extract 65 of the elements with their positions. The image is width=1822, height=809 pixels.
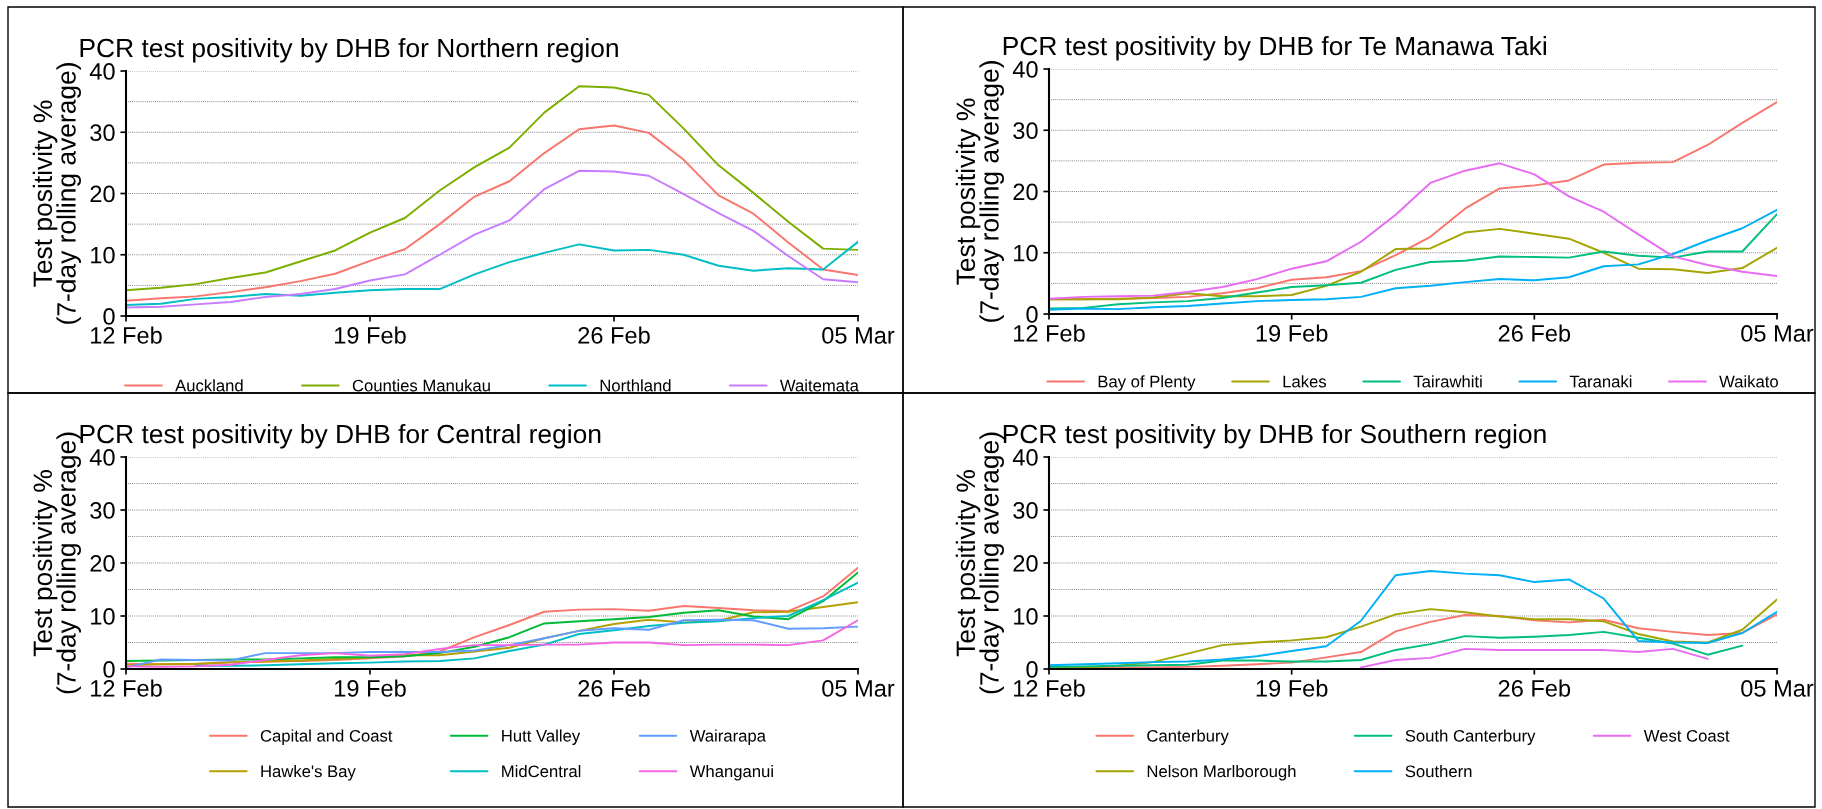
x-tick-label: 05 Mar — [1741, 325, 1814, 342]
y-tick-label: 10 — [91, 246, 115, 264]
x-tick-label: 12 Feb — [91, 326, 162, 344]
x-tick-label: 26 Feb — [578, 679, 650, 697]
y-tick-label: 10 — [1014, 608, 1038, 625]
legend-label: MidCentral — [502, 765, 581, 778]
legend-label: Auckland — [175, 379, 243, 392]
y-tick-label: 0 — [103, 661, 115, 678]
y-axis-title: Test positivity % (7-day rolling average) — [955, 61, 1004, 322]
y-tick-label: 0 — [1026, 661, 1038, 678]
line-series — [1360, 647, 1709, 669]
x-tick-label: 12 Feb — [91, 679, 162, 697]
legend-label: Whanganui — [689, 765, 773, 781]
y-tick-label: 10 — [91, 608, 115, 625]
x-tick-label: 19 Feb — [335, 679, 406, 697]
legend-label: Nelson Marlborough — [1147, 765, 1296, 781]
legend-label: Canterbury — [1147, 729, 1229, 745]
legend-label: Hawke's Bay — [261, 765, 356, 781]
y-axis-title: Test positivity % (7-day rolling average) — [32, 63, 81, 324]
y-tick-label: 40 — [89, 449, 115, 466]
legend-label: Lakes — [1283, 375, 1327, 388]
y-tick-label: 20 — [90, 555, 115, 572]
x-tick-label: 26 Feb — [578, 326, 650, 344]
y-tick-label: 40 — [1012, 61, 1038, 78]
y-tick-label: 30 — [90, 124, 115, 142]
legend-label: Hutt Valley — [502, 729, 581, 745]
x-tick-label: 26 Feb — [1498, 679, 1571, 697]
y-tick-label: 30 — [90, 502, 115, 519]
x-tick-label: 05 Mar — [822, 680, 895, 697]
legend-label: Tairawhiti — [1413, 375, 1482, 388]
y-axis-title: Test positivity % (7-day rolling average) — [955, 432, 1004, 694]
x-tick-label: 05 Mar — [822, 327, 895, 344]
x-tick-label: 26 Feb — [1498, 324, 1571, 342]
y-tick-label: 0 — [103, 308, 115, 325]
y-tick-label: 40 — [1012, 449, 1038, 466]
legend-label: South Canterbury — [1405, 729, 1536, 745]
y-tick-label: 10 — [1014, 244, 1038, 262]
legend-label: Waitemata — [779, 379, 859, 392]
y-tick-label: 20 — [90, 185, 115, 203]
y-tick-label: 30 — [1013, 122, 1038, 140]
legend-label: Counties Manukau — [352, 379, 490, 392]
x-tick-label: 19 Feb — [335, 326, 406, 344]
x-tick-label: 19 Feb — [1256, 324, 1328, 342]
x-tick-label: 19 Feb — [1256, 679, 1328, 697]
x-tick-label: 05 Mar — [1741, 680, 1814, 697]
legend-label: Southern — [1405, 765, 1472, 778]
y-axis-title: Test positivity % (7-day rolling average) — [32, 432, 81, 694]
y-tick-label: 30 — [1013, 502, 1038, 519]
legend-label: Taranaki — [1569, 375, 1632, 388]
y-tick-label: 40 — [89, 63, 115, 80]
y-tick-label: 0 — [1026, 306, 1038, 323]
y-tick-label: 20 — [1013, 183, 1038, 201]
y-tick-label: 20 — [1013, 555, 1038, 572]
x-tick-label: 12 Feb — [1014, 679, 1085, 697]
legend-label: Waikato — [1719, 375, 1778, 388]
legend-label: Bay of Plenty — [1098, 375, 1196, 391]
legend-label: Capital and Coast — [260, 729, 393, 745]
chart-title: PCR test positivity by DHB for Southern region — [1003, 423, 1546, 449]
legend-label: Northland — [600, 379, 671, 392]
x-tick-label: 12 Feb — [1014, 324, 1085, 342]
legend-label: West Coast — [1643, 729, 1730, 742]
chart-title: PCR test positivity by DHB for Central region — [80, 423, 601, 449]
chart-title: PCR test positivity by DHB for Te Manawa Taki — [1003, 35, 1546, 61]
legend-label: Wairarapa — [689, 729, 766, 745]
chart-title: PCR test positivity by DHB for Northern region — [80, 37, 618, 63]
